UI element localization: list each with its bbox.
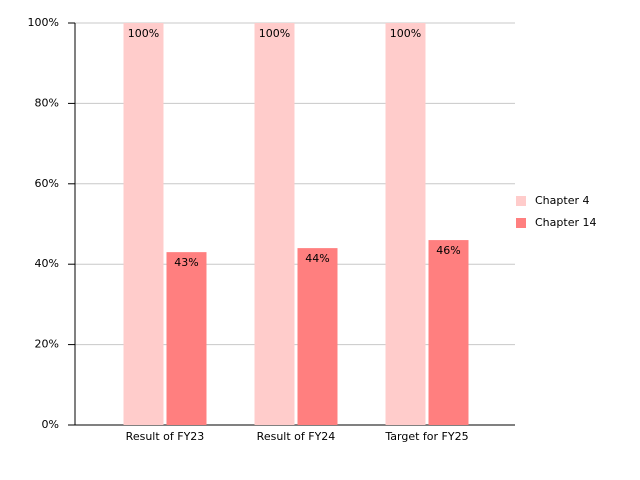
- x-tick-label: Result of FY24: [257, 430, 336, 443]
- bar: [166, 252, 207, 425]
- y-tick-label: 100%: [28, 16, 59, 29]
- y-tick-label: 80%: [35, 96, 59, 109]
- data-label: 44%: [305, 252, 329, 265]
- legend-swatch: [516, 218, 526, 228]
- y-tick-label: 40%: [35, 257, 59, 270]
- bar: [385, 23, 426, 425]
- data-label: 46%: [436, 244, 460, 257]
- y-tick-label: 20%: [35, 338, 59, 351]
- legend-label: Chapter 4: [535, 194, 589, 207]
- data-label: 100%: [128, 27, 159, 40]
- legend-label: Chapter 14: [535, 216, 596, 229]
- data-label: 43%: [174, 256, 198, 269]
- y-tick-label: 0%: [42, 418, 59, 431]
- y-tick-label: 60%: [35, 177, 59, 190]
- bar: [254, 23, 295, 425]
- x-tick-label: Target for FY25: [384, 430, 468, 443]
- x-tick-label: Result of FY23: [126, 430, 205, 443]
- data-label: 100%: [259, 27, 290, 40]
- bar: [123, 23, 164, 425]
- bar: [428, 240, 469, 425]
- data-label: 100%: [390, 27, 421, 40]
- legend-swatch: [516, 196, 526, 206]
- bar: [297, 248, 338, 425]
